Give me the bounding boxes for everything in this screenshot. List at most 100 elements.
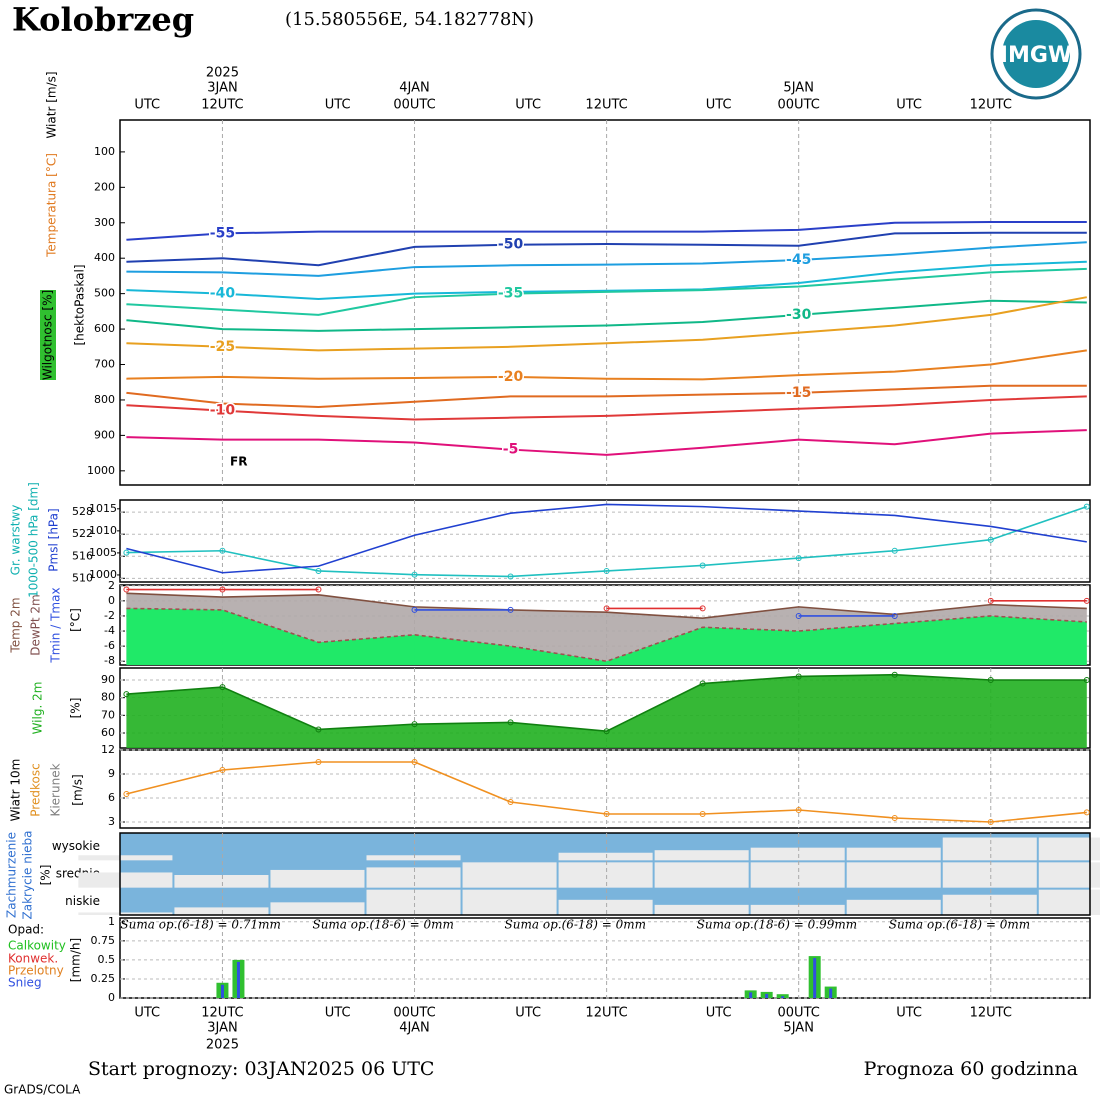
y-tick-label: 80 (101, 691, 115, 704)
cloud-bar (174, 875, 269, 888)
bar-stripe (236, 961, 240, 998)
point (795, 555, 802, 562)
y-tick-label: 900 (94, 428, 115, 441)
point (315, 586, 322, 593)
panel-label: 1000-500 hPa [dm] (27, 482, 41, 598)
point (891, 547, 898, 554)
panel-label: [%] (69, 698, 83, 719)
cloud-bar (366, 867, 461, 888)
y-tick-label: 70 (101, 708, 115, 721)
cloud-bar (750, 904, 845, 915)
sum-annotation: Suma op.(6-18) = 0mm (505, 918, 646, 932)
coords: (15.580556E, 54.182778N) (285, 9, 534, 30)
point (315, 759, 322, 765)
panel-label: Wiatr 10m (9, 759, 23, 822)
bar-stripe (813, 958, 817, 998)
time-tick-label: UTC (896, 98, 922, 113)
time-tick-label: UTC (325, 1006, 351, 1021)
series-line (126, 260, 1087, 300)
cloud-bar (462, 889, 557, 915)
time-tick-label: 00UTC (778, 98, 820, 113)
date-label: 5JAN (783, 1021, 814, 1036)
logo-disc (1002, 20, 1070, 88)
panel-label: Tmin / Tmax (49, 587, 63, 663)
y-tick-label: 200 (94, 180, 115, 193)
point (411, 759, 418, 765)
point (219, 767, 226, 773)
isotherm-label: -30 (786, 307, 812, 323)
y-tick-label: 12 (101, 743, 115, 756)
series-line (126, 384, 1087, 409)
cloud-bar (654, 850, 749, 861)
time-tick-label: 12UTC (970, 98, 1012, 113)
point (699, 811, 706, 817)
point (1083, 677, 1090, 684)
panel-frame (119, 499, 1091, 583)
point (987, 677, 994, 684)
point (603, 728, 610, 735)
series-line (126, 429, 1087, 456)
point (315, 567, 322, 574)
cloud-bar (78, 912, 173, 915)
point (891, 671, 898, 678)
series-line (126, 607, 1087, 663)
point (219, 586, 226, 593)
bar (776, 994, 789, 998)
time-tick-label: UTC (134, 98, 160, 113)
humidity-label-bg (40, 290, 56, 380)
panel-label: Zakrycie nieba (21, 831, 35, 920)
panel-frame (119, 119, 1091, 486)
sum-annotation: Suma op.(6-18) = 0mm (889, 918, 1030, 932)
point (603, 567, 610, 574)
cloud-bar (942, 894, 1037, 915)
range-text: Prognoza 60 godzinna (864, 1058, 1078, 1080)
date-label: 5JAN (783, 81, 814, 96)
point (507, 573, 514, 580)
bar-stripe (781, 996, 785, 998)
series-line (126, 592, 1087, 620)
point (603, 605, 610, 612)
time-tick-label: UTC (515, 98, 541, 113)
date-label: 4JAN (399, 81, 430, 96)
cloud-bar (750, 862, 845, 888)
isotherm-label: -20 (498, 369, 524, 385)
title: Kolobrzeg (12, 1, 194, 39)
panel-label: Temperatura [°C] (45, 153, 59, 258)
point (891, 612, 898, 619)
series-line (126, 588, 1087, 610)
area (126, 674, 1087, 748)
band-label: niskie (65, 894, 100, 908)
time-tick-label: 00UTC (393, 98, 435, 113)
y-tick-label: -8 (104, 654, 115, 667)
panel-label: Wilg. 2m (31, 682, 45, 735)
point (411, 606, 418, 613)
cloud-bar (1038, 889, 1100, 915)
panel-label: [%] (39, 865, 53, 886)
time-tick-label: 12UTC (201, 98, 243, 113)
time-tick-label: 12UTC (970, 1006, 1012, 1021)
y-tick-label: 528 (72, 505, 93, 518)
cloud-bar (558, 862, 653, 888)
cloud-bar (942, 862, 1037, 888)
y-tick-label: -2 (104, 609, 115, 622)
time-tick-label: UTC (325, 98, 351, 113)
series-line (126, 296, 1087, 352)
panel-label: Opad: (8, 923, 44, 937)
panel-label: DewPt 2m (29, 594, 43, 656)
point (219, 684, 226, 691)
time-tick-label: UTC (896, 1006, 922, 1021)
isotherm-label: -50 (498, 237, 524, 253)
series-line (126, 761, 1087, 823)
y-tick-label: 500 (94, 287, 115, 300)
cloud-bar (78, 872, 173, 888)
isotherm-label: -25 (210, 339, 235, 355)
panel-label: Konwek. (8, 952, 58, 966)
y-tick-label: 700 (94, 358, 115, 371)
panel-label: Snieg (8, 976, 42, 990)
cloud-bar (462, 862, 557, 888)
date-label: 3JAN (207, 81, 238, 96)
bar-stripe (220, 984, 224, 998)
point (699, 605, 706, 612)
y-tick-label: 0.5 (98, 953, 116, 966)
cloud-bar (174, 907, 269, 915)
